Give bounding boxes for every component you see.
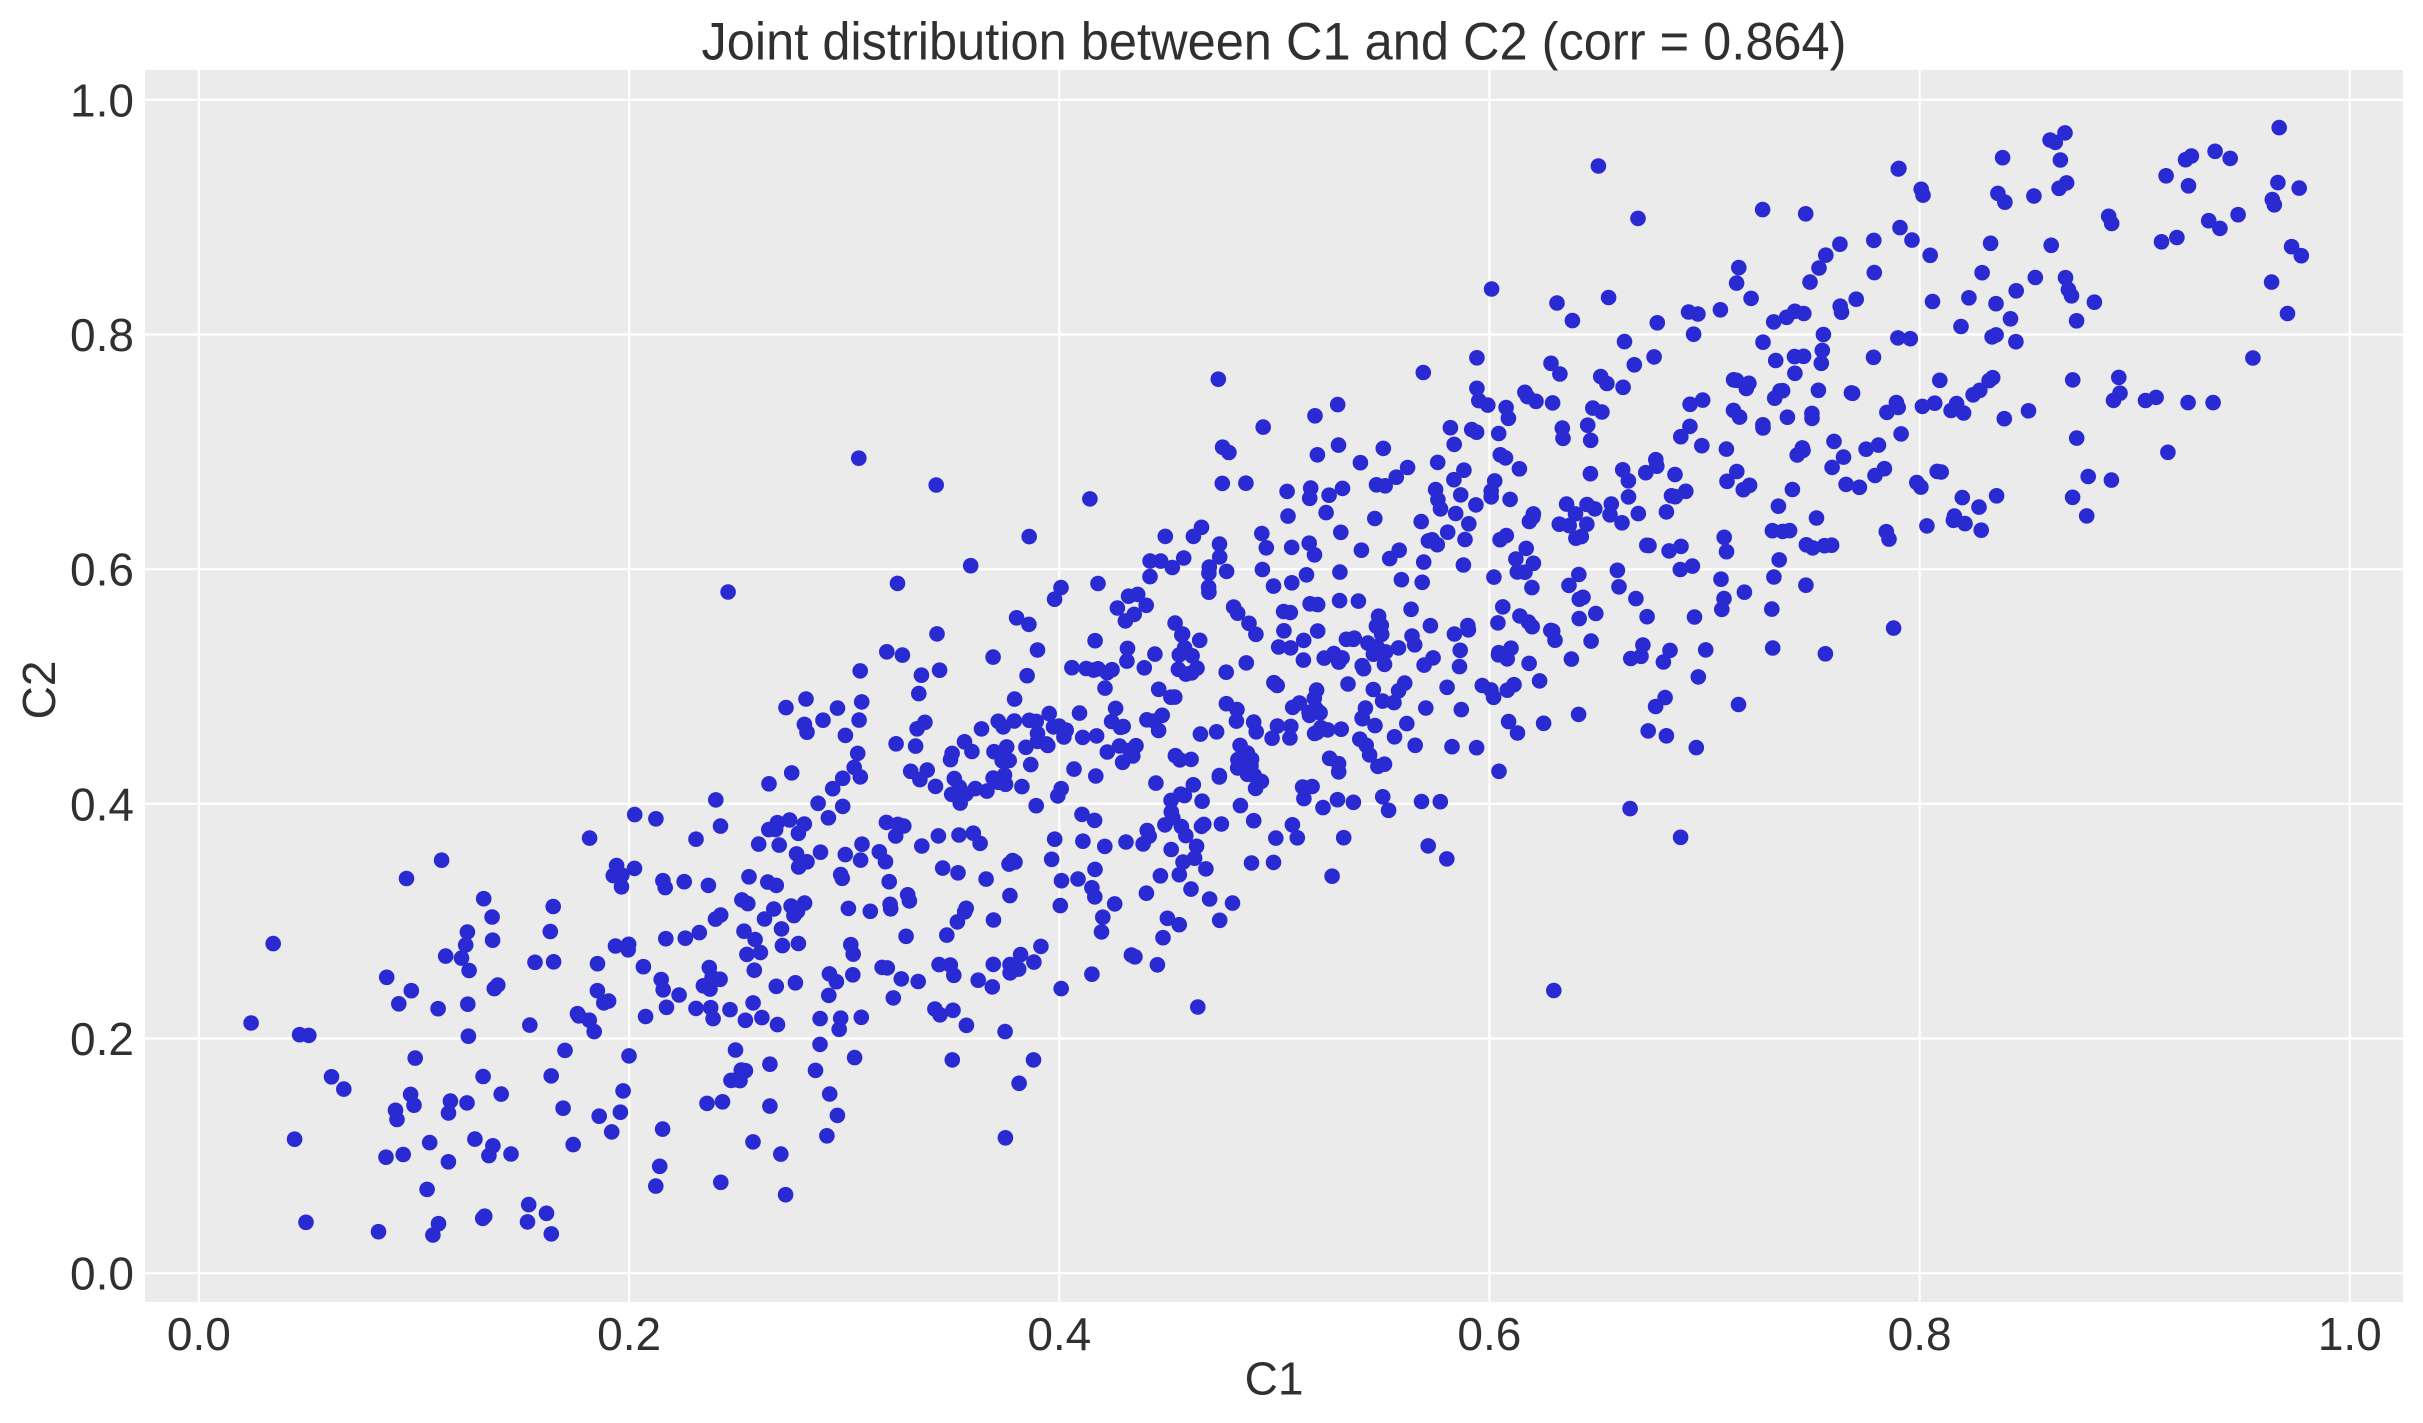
svg-text:0.6: 0.6 <box>1457 1308 1521 1360</box>
svg-text:Joint distribution between C1: Joint distribution between C1 and C2 (co… <box>702 13 1847 72</box>
svg-text:C2: C2 <box>13 661 65 720</box>
svg-text:0.2: 0.2 <box>70 1013 134 1065</box>
svg-text:0.4: 0.4 <box>70 778 134 830</box>
svg-text:0.6: 0.6 <box>70 544 134 596</box>
svg-text:0.4: 0.4 <box>1027 1308 1091 1360</box>
svg-text:0.8: 0.8 <box>1888 1308 1952 1360</box>
svg-text:1.0: 1.0 <box>70 74 134 126</box>
svg-text:0.0: 0.0 <box>70 1248 134 1300</box>
svg-text:C1: C1 <box>1245 1353 1304 1405</box>
svg-text:1.0: 1.0 <box>2318 1308 2382 1360</box>
svg-text:0.0: 0.0 <box>167 1308 231 1360</box>
svg-text:0.2: 0.2 <box>597 1308 661 1360</box>
svg-text:0.8: 0.8 <box>70 309 134 361</box>
